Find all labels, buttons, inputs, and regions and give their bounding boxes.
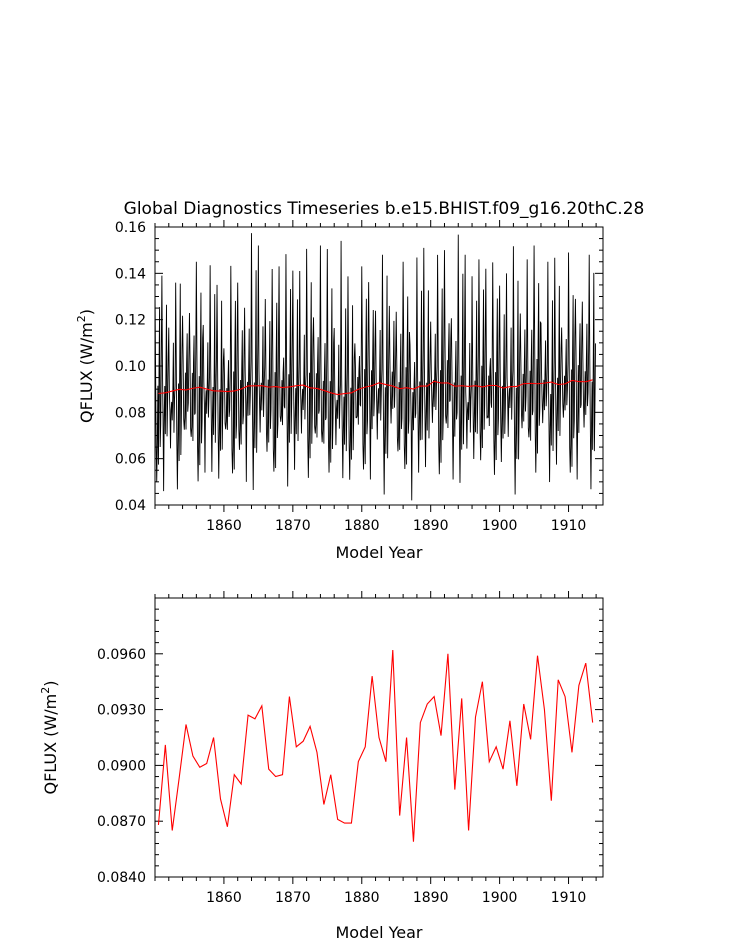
chart-title: Global Diagnostics Timeseries b.e15.BHIS… [124,199,645,219]
x-tick-label: 1860 [206,518,242,534]
x-tick-label: 1900 [482,518,518,534]
series-line-0 [157,650,594,842]
x-tick-label: 1890 [413,518,449,534]
y-tick-label: 0.12 [115,313,146,329]
bottom-plot-panel: 1860 1870 1880 1890 1900 1910 0.0840 0.0870 0.09… [39,591,604,942]
y-axis-label: QFLUX (W/m2) [75,309,96,423]
x-tick-label: 1860 [206,890,242,906]
y-axis-label: QFLUX (W/m2) [39,681,60,795]
y-tick-label: 0.0870 [97,814,146,830]
x-tick-label: 1890 [413,890,449,906]
series-line-1 [158,379,593,396]
plot-frame [154,597,604,878]
series-line-0 [155,233,596,501]
x-tick-label: 1910 [551,518,587,534]
x-tick-label: 1900 [482,890,518,906]
y-tick-label: 0.16 [115,220,146,236]
y-tick-label: 0.0960 [97,647,146,663]
x-axis-label: Model Year [336,543,423,562]
x-axis-label: Model Year [336,923,423,942]
top-plot-panel: 1860 1870 1880 1890 1900 1910 0.04 0.06 0.08 0.10… [75,220,604,562]
x-tick-label: 1870 [275,890,311,906]
y-tick-label: 0.08 [115,405,146,421]
y-tick-label: 0.0840 [97,870,146,886]
y-tick-label: 0.0930 [97,703,146,719]
x-tick-label: 1880 [344,518,380,534]
x-tick-label: 1880 [344,890,380,906]
y-tick-label: 0.06 [115,452,146,468]
x-tick-label: 1870 [275,518,311,534]
y-tick-label: 0.0900 [97,758,146,774]
y-tick-label: 0.14 [115,266,146,282]
x-tick-label: 1910 [551,890,587,906]
y-tick-label: 0.10 [115,359,146,375]
y-tick-label: 0.04 [115,498,146,514]
